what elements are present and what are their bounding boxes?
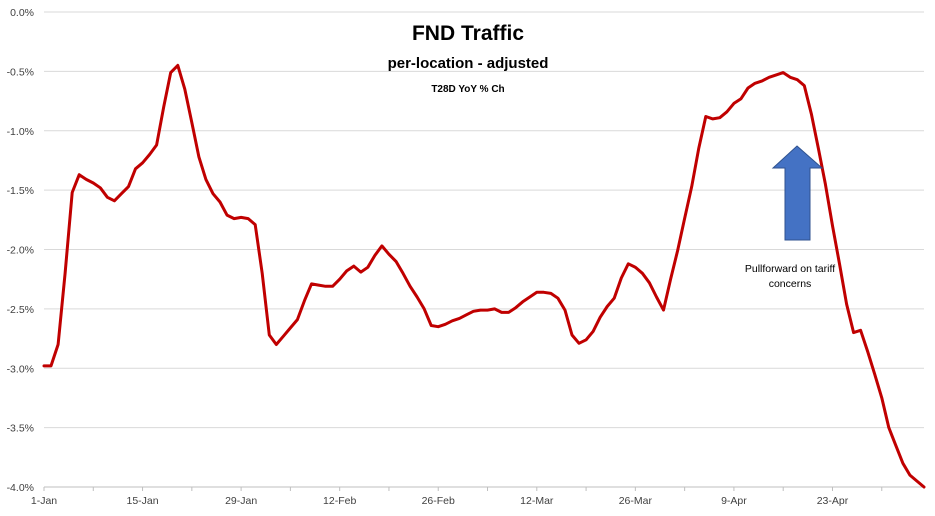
y-tick-label: -1.5%: [7, 185, 34, 197]
x-axis-tick-labels: 1-Jan 15-Jan 29-Jan 12-Feb 26-Feb 12-Mar 26-Ma…: [31, 495, 849, 507]
title-background: [362, 28, 577, 64]
annotation-text-line-1: Pullforward on tariff: [745, 263, 835, 275]
x-tick-label: 29-Jan: [225, 495, 257, 507]
y-tick-label: -0.5%: [7, 66, 34, 78]
annotation-text-line-2: concerns: [769, 278, 812, 290]
y-axis-tick-labels: 0.0% -0.5% -1.0% -1.5% -2.0% -2.5% -3.0% -3.5% -…: [7, 7, 34, 494]
chart-subtitle-2: T28D YoY % Ch: [431, 84, 504, 95]
y-tick-label: -3.0%: [7, 363, 34, 375]
series-line: [42, 63, 926, 489]
y-tick-label: -2.5%: [7, 304, 34, 316]
x-tick-label: 26-Mar: [619, 495, 653, 507]
x-tick-label: 9-Apr: [721, 495, 747, 507]
x-tick-label: 1-Jan: [31, 495, 57, 507]
y-tick-label: -1.0%: [7, 126, 34, 138]
y-tick-label: 0.0%: [10, 7, 34, 19]
y-tick-label: -4.0%: [7, 482, 34, 494]
x-tick-label: 12-Mar: [520, 495, 554, 507]
up-arrow-icon: [771, 145, 824, 241]
x-tick-label: 15-Jan: [127, 495, 159, 507]
x-tick-label: 23-Apr: [817, 495, 849, 507]
chart-subtitle: per-location - adjusted: [388, 55, 549, 72]
y-tick-label: -3.5%: [7, 423, 34, 435]
x-tick-label: 12-Feb: [323, 495, 356, 507]
x-tick-label: 26-Feb: [422, 495, 455, 507]
x-axis: [43, 486, 924, 491]
y-tick-label: -2.0%: [7, 245, 34, 257]
chart-title: FND Traffic: [412, 22, 524, 45]
